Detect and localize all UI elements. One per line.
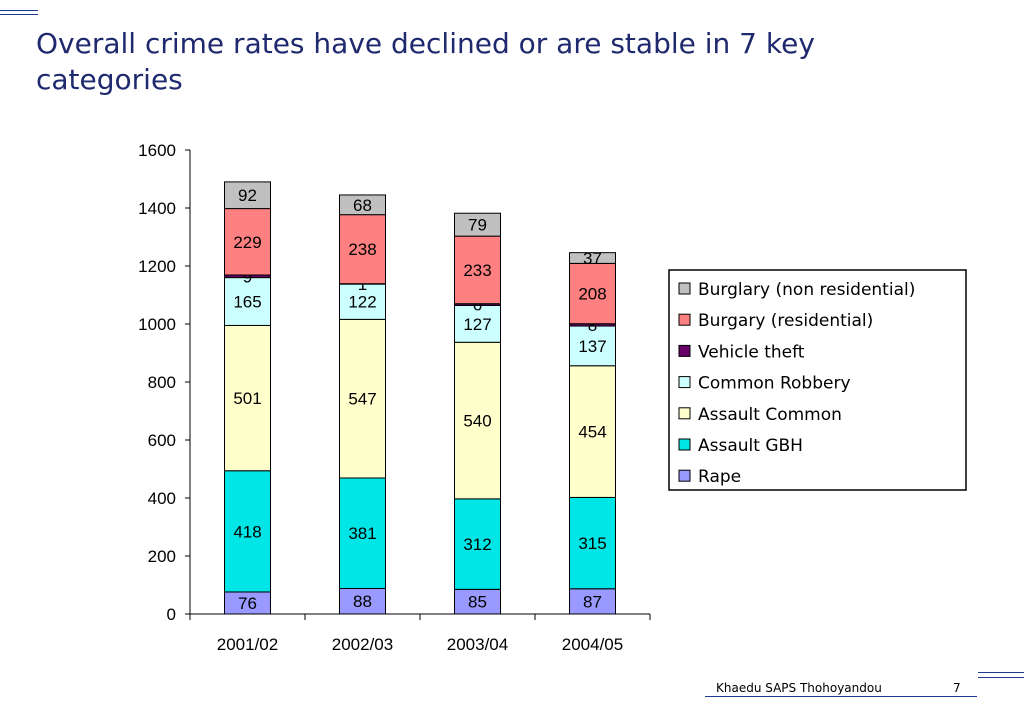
x-tick-label: 2001/02 xyxy=(217,635,278,654)
footer-accent-line xyxy=(978,677,1024,678)
legend-swatch xyxy=(678,469,691,482)
page-number: 7 xyxy=(953,681,961,695)
bar-segment xyxy=(339,283,386,320)
bar-segment xyxy=(339,587,386,615)
data-label: 315 xyxy=(578,534,606,553)
data-label: 87 xyxy=(583,592,602,611)
y-tick-label: 1400 xyxy=(138,199,176,218)
data-label: 88 xyxy=(353,592,372,611)
data-label: 229 xyxy=(233,233,261,252)
data-label: 1 xyxy=(358,275,367,294)
x-tick-label: 2003/04 xyxy=(447,635,508,654)
bar-segment xyxy=(224,324,271,472)
chart-bars: 7641850116592299288381547122123868853125… xyxy=(224,181,616,615)
data-label: 418 xyxy=(233,522,261,541)
data-label: 165 xyxy=(233,293,261,312)
y-tick-label: 1000 xyxy=(138,315,176,334)
footer-text: Khaedu SAPS Thohoyandou xyxy=(716,681,882,695)
bar-segment xyxy=(569,325,616,367)
legend-label: Vehicle theft xyxy=(698,342,805,362)
legend-box xyxy=(668,269,967,491)
y-tick-label: 400 xyxy=(148,489,176,508)
data-label: 208 xyxy=(578,285,606,304)
legend-label: Burgary (residential) xyxy=(698,311,873,331)
slide-title: Overall crime rates have declined or are… xyxy=(36,27,815,96)
chart-axes: 0 200 400 600 800 1000 1200 1400 1600 2001/02 2002… xyxy=(138,141,651,654)
data-label: 547 xyxy=(348,390,376,409)
y-tick-label: 200 xyxy=(148,547,176,566)
data-label: 85 xyxy=(468,593,487,612)
data-label: 8 xyxy=(588,316,597,335)
footer-accent-line xyxy=(978,672,1024,673)
data-label: 540 xyxy=(463,412,491,431)
y-tick-label: 600 xyxy=(148,431,176,450)
bar-segment xyxy=(454,212,501,237)
legend-label: Common Robbery xyxy=(698,374,851,394)
bar-segment xyxy=(339,318,386,479)
bar-segment xyxy=(339,194,386,216)
data-label: 233 xyxy=(463,261,491,280)
bar-segment xyxy=(339,214,386,285)
data-label: 6 xyxy=(473,296,482,315)
y-tick-label: 1200 xyxy=(138,257,176,276)
bar-segment xyxy=(224,470,271,593)
footer-rule xyxy=(705,696,977,697)
bar-segment xyxy=(569,365,616,498)
data-label: 454 xyxy=(578,423,606,442)
title-accent-lines xyxy=(0,10,38,16)
legend-swatch xyxy=(678,407,691,420)
data-label: 122 xyxy=(348,293,376,312)
bar-segment xyxy=(339,477,386,589)
y-tick-label: 0 xyxy=(167,605,176,624)
data-label: 381 xyxy=(348,524,376,543)
bar-segment xyxy=(569,496,616,590)
legend-label: Assault Common xyxy=(698,405,842,425)
y-tick-label: 1600 xyxy=(138,141,176,160)
legend-swatch xyxy=(678,376,691,389)
bar-segment xyxy=(454,304,501,343)
y-tick-label: 800 xyxy=(148,373,176,392)
data-label: 92 xyxy=(238,186,257,205)
bar-segment xyxy=(224,277,271,326)
data-label: 9 xyxy=(243,267,252,286)
data-label: 68 xyxy=(353,196,372,215)
x-tick-label: 2004/05 xyxy=(562,635,623,654)
legend-swatch xyxy=(678,282,691,295)
legend-swatch xyxy=(678,313,691,326)
data-label: 79 xyxy=(468,216,487,235)
legend-swatch xyxy=(678,438,691,451)
legend-label: Burglary (non residential) xyxy=(698,280,915,300)
chart-legend: Burglary (non residential) Burgary (resid… xyxy=(668,269,967,491)
data-label: 37 xyxy=(583,249,602,268)
data-label: 312 xyxy=(463,535,491,554)
legend-swatch xyxy=(678,344,691,357)
data-label: 238 xyxy=(348,240,376,259)
data-label: 76 xyxy=(238,594,257,613)
bar-segment xyxy=(224,181,271,210)
data-label: 501 xyxy=(233,389,261,408)
legend-label: Rape xyxy=(698,467,741,487)
data-label: 127 xyxy=(463,315,491,334)
x-tick-label: 2002/03 xyxy=(332,635,393,654)
bar-segment xyxy=(454,588,501,615)
data-label: 137 xyxy=(578,337,606,356)
legend-label: Assault GBH xyxy=(698,436,803,456)
bar-segment xyxy=(569,252,616,264)
